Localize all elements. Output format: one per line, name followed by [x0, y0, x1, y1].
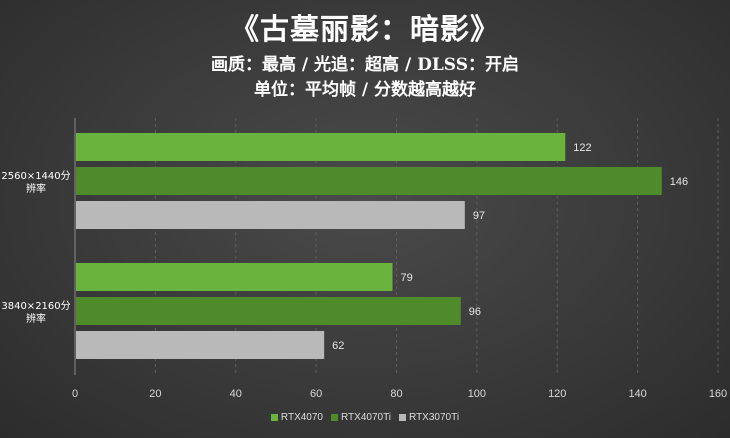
category-label-line2: 辨率 [26, 312, 46, 325]
x-tick-label: 140 [628, 388, 646, 400]
bar-rtx4070ti [76, 297, 461, 325]
bar-rtx3070ti [76, 331, 325, 359]
x-tick-label: 160 [709, 388, 727, 400]
x-tick-label: 0 [72, 388, 78, 400]
legend-item: RTX3070Ti [399, 412, 459, 423]
data-label: 122 [573, 142, 591, 154]
bar-rtx4070ti [76, 167, 662, 195]
legend-swatch [331, 414, 338, 421]
x-tick-label: 60 [310, 388, 322, 400]
legend-item: RTX4070 [270, 412, 323, 423]
category-label: 2560×1440分 [1, 170, 70, 182]
chart-subtitle-settings: 画质：最高 / 光追：超高 / DLSS：开启 [211, 55, 519, 75]
legend-label: RTX4070Ti [341, 412, 392, 423]
chart-subtitle-units: 单位：平均帧 / 分数越高越好 [253, 80, 477, 100]
bar-rtx4070 [76, 133, 566, 161]
category-label-line2: 辨率 [26, 182, 46, 195]
data-label: 96 [469, 306, 481, 318]
x-tick-label: 120 [548, 388, 566, 400]
bar-rtx4070 [76, 263, 393, 291]
bar-rtx3070ti [76, 201, 465, 229]
legend-swatch [270, 414, 278, 421]
chart-legend: RTX4070 RTX4070Ti RTX3070Ti [0, 412, 730, 423]
chart-title: 《古墓丽影：暗影》 [229, 12, 500, 46]
data-label: 97 [473, 210, 485, 222]
legend-swatch [399, 414, 407, 421]
x-tick-label: 80 [390, 388, 402, 400]
legend-item: RTX4070Ti [331, 412, 391, 423]
x-tick-label: 20 [149, 388, 161, 400]
legend-label: RTX3070Ti [409, 412, 460, 423]
category-label: 3840×2160分 [1, 300, 70, 312]
data-label: 146 [670, 176, 688, 188]
legend-label: RTX4070 [280, 412, 323, 423]
data-label: 79 [400, 272, 412, 284]
data-label: 62 [332, 340, 344, 352]
x-tick-label: 40 [230, 388, 242, 400]
x-tick-label: 100 [468, 388, 486, 400]
